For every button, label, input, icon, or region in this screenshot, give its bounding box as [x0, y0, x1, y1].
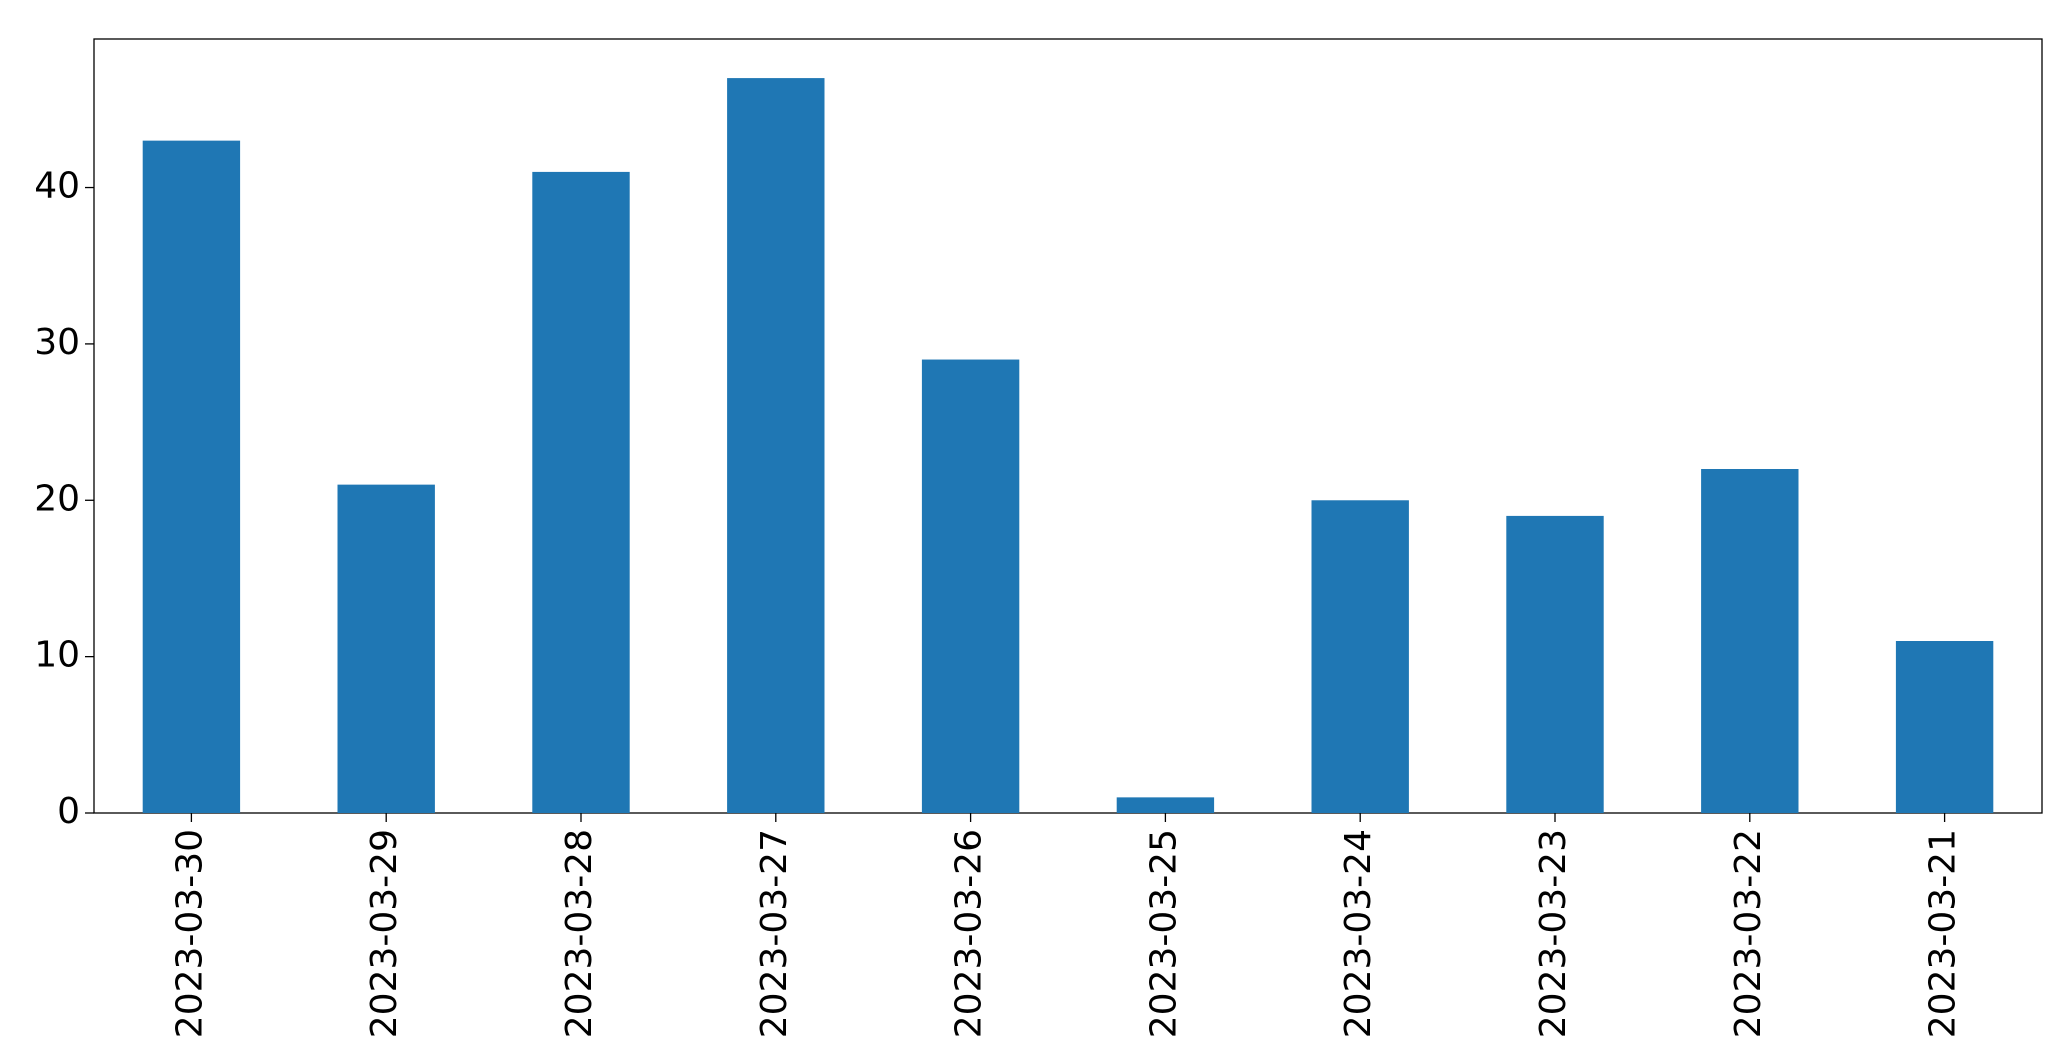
bar: [142, 140, 241, 814]
bar: [1116, 797, 1215, 813]
bar: [532, 171, 630, 814]
bar: [921, 359, 1020, 813]
bar: [727, 78, 825, 813]
y-tick-label: 10: [34, 635, 80, 676]
x-tick-label: 2023-03-28: [559, 829, 600, 1038]
y-tick-label: 0: [57, 791, 80, 832]
bar: [1701, 469, 1799, 813]
x-tick-label: 2023-03-24: [1338, 829, 1379, 1038]
x-tick-label: 2023-03-21: [1923, 829, 1964, 1038]
axes-frame: [93, 38, 2043, 814]
x-tick-label: 2023-03-27: [754, 829, 795, 1038]
bar: [1895, 641, 1994, 813]
x-tick-label: 2023-03-25: [1143, 829, 1184, 1038]
bar: [1506, 515, 1604, 813]
x-tick-label: 2023-03-26: [949, 829, 990, 1038]
y-tick-label: 40: [34, 166, 80, 207]
bar: [337, 484, 435, 813]
x-tick-label: 2023-03-29: [364, 829, 405, 1038]
x-tick-label: 2023-03-30: [169, 829, 210, 1038]
y-tick-label: 20: [34, 478, 80, 519]
bar: [1311, 500, 1409, 813]
x-tick-label: 2023-03-22: [1728, 829, 1769, 1038]
y-tick-label: 30: [34, 322, 80, 363]
x-tick-label: 2023-03-23: [1533, 829, 1574, 1038]
